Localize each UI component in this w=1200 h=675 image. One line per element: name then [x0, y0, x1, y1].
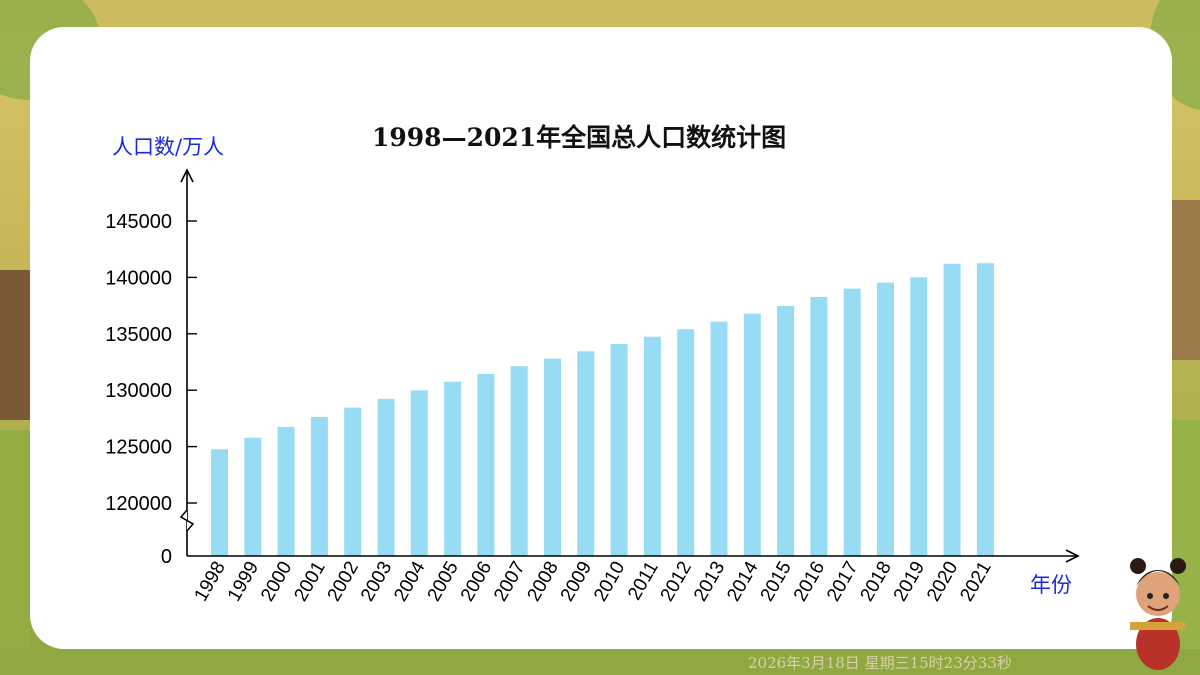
x-tick-label-2019: 2019: [890, 558, 929, 605]
x-tick-label-2000: 2000: [257, 558, 296, 605]
bar-2003: [377, 398, 395, 556]
bar-2007: [510, 366, 528, 556]
bar-2002: [344, 407, 362, 556]
bar-2019: [910, 277, 928, 556]
x-tick-label-1999: 1999: [224, 558, 263, 605]
x-tick-label-2016: 2016: [790, 558, 829, 605]
x-tick-label-2009: 2009: [557, 558, 596, 605]
x-tick-label-1998: 1998: [191, 558, 230, 605]
bar-2004: [410, 390, 428, 556]
x-tick-label-2017: 2017: [823, 558, 862, 605]
x-tick-label-2007: 2007: [490, 558, 529, 605]
x-tick-label-2011: 2011: [624, 558, 663, 604]
background-wood-panel: [1172, 200, 1200, 360]
bar-1998: [211, 449, 228, 556]
y-tick-label: 140000: [105, 267, 172, 289]
bar-2001: [310, 416, 328, 556]
x-tick-label-2012: 2012: [657, 558, 696, 605]
bar-2017: [843, 288, 861, 556]
bar-2006: [477, 373, 495, 556]
bar-2009: [577, 351, 595, 556]
x-tick-label-2014: 2014: [723, 558, 763, 605]
x-tick-label-2018: 2018: [857, 558, 896, 605]
x-axis-arrow: [1065, 549, 1080, 563]
axis-break-mark: [179, 509, 195, 532]
x-axis-label: 年份: [1030, 573, 1072, 597]
y-tick-label: 135000: [105, 324, 172, 346]
y-tick-label: 125000: [105, 437, 172, 459]
chart-title: 1998—2021年全国总人口数统计图: [372, 123, 787, 152]
mascot-character-icon: [1130, 558, 1186, 670]
bar-2005: [444, 381, 462, 556]
background-top-band: [0, 0, 1200, 28]
x-tick-label-2013: 2013: [690, 558, 729, 605]
x-tick-label-2003: 2003: [357, 558, 396, 605]
bar-2013: [710, 321, 728, 556]
bar-2012: [677, 329, 695, 556]
x-tick-label-2004: 2004: [390, 558, 430, 605]
bar-2014: [743, 313, 761, 556]
x-tick-label-2005: 2005: [424, 558, 463, 605]
y-tick-label: 0: [161, 546, 172, 568]
x-tick-label-2006: 2006: [457, 558, 496, 605]
bar-2008: [544, 358, 561, 556]
y-tick-label: 130000: [105, 380, 172, 402]
timestamp-text: 2026年3月18日 星期三15时23分33秒: [748, 654, 1012, 672]
bar-2000: [277, 426, 295, 556]
x-tick-label-2015: 2015: [757, 558, 796, 605]
bar-2011: [643, 336, 661, 556]
y-axis-arrow: [180, 168, 194, 183]
bar-2020: [943, 263, 961, 556]
background-grass: [0, 649, 1200, 675]
bar-2021: [976, 263, 994, 556]
background-wood-panel: [0, 270, 30, 420]
bar-2015: [777, 306, 795, 556]
y-tick-label: 120000: [105, 493, 172, 515]
y-tick-label: 145000: [105, 211, 172, 233]
bar-2016: [810, 296, 828, 556]
background-grass: [0, 430, 30, 675]
x-tick-label-2008: 2008: [524, 558, 563, 605]
bar-2010: [610, 344, 628, 556]
x-tick-label-2020: 2020: [923, 558, 962, 605]
y-axis-label: 人口数/万人: [112, 135, 225, 159]
x-tick-label-2002: 2002: [324, 558, 363, 605]
bar-2018: [877, 282, 894, 556]
x-tick-label-2021: 2021: [956, 558, 995, 605]
x-tick-label-2001: 2001: [290, 558, 329, 605]
bar-1999: [244, 437, 262, 556]
x-tick-label-2010: 2010: [590, 558, 629, 605]
